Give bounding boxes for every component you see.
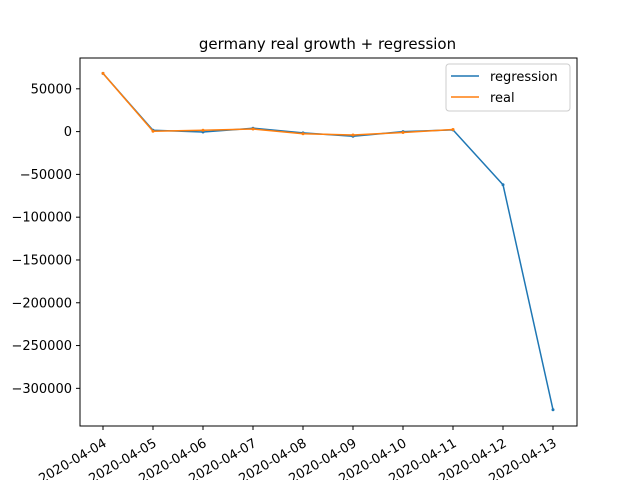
legend-label-real: real [490, 91, 515, 106]
y-tick-label: −100000 [11, 211, 72, 226]
data-point-real-7 [451, 128, 455, 131]
data-point-real-6 [401, 131, 405, 134]
data-point-real-4 [301, 132, 305, 136]
y-tick-label: −300000 [11, 382, 72, 397]
data-point-regression-9 [551, 408, 555, 412]
legend-label-regression: regression [490, 70, 558, 85]
chart-title: germany real growth + regression [199, 35, 456, 53]
y-tick-label: −200000 [11, 296, 72, 311]
y-tick-label: −50000 [20, 168, 72, 183]
data-point-real-3 [251, 127, 255, 131]
plot-area [101, 71, 555, 412]
y-tick-label: −250000 [11, 339, 72, 354]
legend: regression real [445, 63, 571, 112]
data-point-real-1 [151, 129, 155, 133]
data-point-real-2 [201, 128, 205, 132]
axes-frame [79, 57, 578, 427]
series-line-real [102, 72, 454, 136]
y-tick-label: 0 [64, 125, 72, 140]
data-point-regression-8 [501, 183, 505, 187]
y-tick-label: −150000 [11, 253, 72, 268]
data-point-real-0 [101, 71, 105, 75]
data-point-real-5 [351, 133, 355, 137]
y-tick-label: 50000 [31, 82, 72, 97]
